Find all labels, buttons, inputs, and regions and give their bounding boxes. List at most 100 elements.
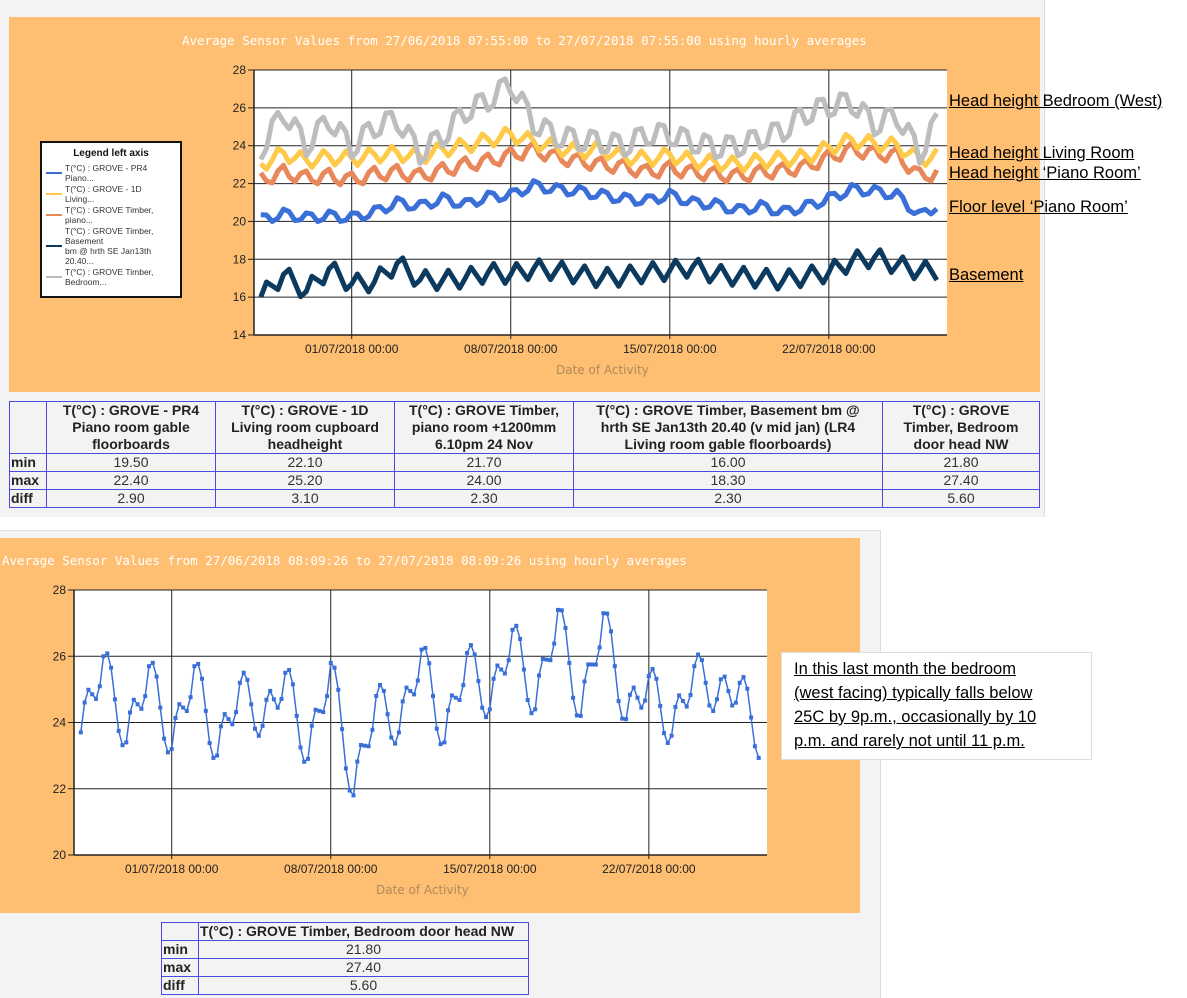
table-cell: 18.30 [573,471,883,490]
bottom-chart-plot: 20 22 24 26 28 01/07/2018 00:00 08/07/2018 00:… [53,583,767,876]
x-tick-label: 08/07/2018 00:00 [464,342,558,356]
table-cell: 16.00 [573,453,883,472]
table-row: min 21.80 [161,940,529,959]
table-cell: 27.40 [198,958,529,977]
y-tick-label: 28 [233,63,247,77]
x-tick-label: 01/07/2018 00:00 [125,862,219,876]
column-header: T(°C) : GROVE Timber, Bedroom door head … [198,922,529,941]
y-tick-label: 24 [53,716,67,730]
annotation-piano-room-head: Head height ‘Piano Room’ [949,164,1141,182]
top-chart-legend: Legend left axis T(°C) : GROVE - PR4 Pia… [40,141,182,298]
row-label-max: max [161,958,199,977]
x-tick-label: 22/07/2018 00:00 [782,342,876,356]
bottom-chart-title: Average Sensor Values from 27/06/2018 08… [2,553,687,568]
x-tick-label: 01/07/2018 00:00 [305,342,399,356]
annotation-living-room: Head height Living Room [949,144,1135,162]
y-tick-label: 24 [233,139,247,153]
y-tick-label: 26 [233,101,247,115]
annotation-piano-room-floor: Floor level ‘Piano Room’ [949,198,1128,216]
y-tick-label: 28 [53,583,67,597]
table-corner-cell [9,401,47,454]
series-line [260,178,939,224]
annotation-note: In this last month the bedroom (west fac… [781,652,1092,760]
series-line [258,140,940,188]
series-line [258,247,939,300]
legend-line-icon [46,276,62,278]
legend-item-1d-living[interactable]: T(°C) : GROVE - 1D Living... [46,184,176,204]
column-header: T(°C) : GROVE Timber, Basement bm @ hrth … [573,401,883,454]
table-row: min 19.50 22.10 21.70 16.00 21.80 [9,453,1040,472]
legend-item-label: T(°C) : GROVE Timber, Basement bm @ hrth… [65,226,154,266]
table-cell: 2.30 [573,489,883,508]
table-row: diff 5.60 [161,976,529,995]
y-tick-label: 16 [233,290,247,304]
x-tick-label: 15/07/2018 00:00 [443,862,537,876]
table-cell: 22.40 [46,471,216,490]
row-label-min: min [161,940,199,959]
y-tick-label: 20 [233,214,247,228]
note-line: p.m. and rarely not until 11 p.m. [794,732,1025,750]
note-line: (west facing) typically falls below [794,684,1033,702]
note-line: In this last month the bedroom [794,660,1016,678]
legend-line-icon [46,214,62,216]
y-tick-label: 14 [233,328,247,342]
legend-item-label: T(°C) : GROVE - PR4 Piano... [65,163,148,183]
table-cell: 2.30 [394,489,574,508]
bottom-chart-x-axis-label: Date of Activity [376,883,469,897]
table-row: max 27.40 [161,958,529,977]
x-tick-label: 22/07/2018 00:00 [602,862,696,876]
x-tick-label: 15/07/2018 00:00 [623,342,717,356]
table-row: max 22.40 25.20 24.00 18.30 27.40 [9,471,1040,490]
table-cell: 3.10 [215,489,395,508]
bottom-stats-table: T(°C) : GROVE Timber, Bedroom door head … [161,922,529,995]
row-label-max: max [9,471,47,490]
table-header-row: T(°C) : GROVE - PR4 Piano room gable floor… [9,401,1040,454]
series-line [258,76,939,166]
legend-line-icon [46,245,62,247]
table-cell: 21.70 [394,453,574,472]
legend-item-label: T(°C) : GROVE Timber, piano... [65,205,154,225]
annotation-bedroom-west: Head height Bedroom (West) [949,92,1163,110]
top-chart-x-axis-label: Date of Activity [556,363,649,377]
top-stats-table: T(°C) : GROVE - PR4 Piano room gable floor… [9,401,1040,508]
x-tick-label: 08/07/2018 00:00 [284,862,378,876]
column-header: T(°C) : GROVE - 1D Living room cupboard he… [215,401,395,454]
y-tick-label: 18 [233,252,247,266]
y-tick-label: 22 [233,177,247,191]
column-header: T(°C) : GROVE Timber, piano room +1200mm 6… [394,401,574,454]
row-label-diff: diff [161,976,199,995]
table-cell: 5.60 [198,976,529,995]
table-header-row: T(°C) : GROVE Timber, Bedroom door head … [161,922,529,941]
table-cell: 22.10 [215,453,395,472]
legend-line-icon [46,172,62,174]
legend-item-timber-piano[interactable]: T(°C) : GROVE Timber, piano... [46,205,176,225]
column-header: T(°C) : GROVE Timber, Bedroom door head NW [882,401,1040,454]
series-line [80,609,760,797]
column-header: T(°C) : GROVE - PR4 Piano room gable floor… [46,401,216,454]
y-tick-label: 20 [53,848,67,862]
legend-item-pr4-piano[interactable]: T(°C) : GROVE - PR4 Piano... [46,163,176,183]
note-line: 25C by 9p.m., occasionally by 10 [794,708,1037,726]
legend-item-timber-bedroom[interactable]: T(°C) : GROVE Timber, Bedroom... [46,267,176,287]
legend-title: Legend left axis [73,148,149,159]
legend-line-icon [46,193,62,195]
legend-item-timber-basement[interactable]: T(°C) : GROVE Timber, Basement bm @ hrth… [46,226,176,266]
y-tick-label: 26 [53,649,67,663]
legend-item-label: T(°C) : GROVE Timber, Bedroom... [65,267,154,287]
legend-item-label: T(°C) : GROVE - 1D Living... [65,184,142,204]
top-chart-plot: 14 16 18 20 22 24 26 28 01/07/2018 00:00 08/07/20… [233,63,947,356]
table-row: diff 2.90 3.10 2.30 2.30 5.60 [9,489,1040,508]
table-cell: 19.50 [46,453,216,472]
table-cell: 21.80 [882,453,1040,472]
table-corner-cell [161,922,199,941]
row-label-min: min [9,453,47,472]
table-cell: 5.60 [882,489,1040,508]
table-cell: 24.00 [394,471,574,490]
table-cell: 25.20 [215,471,395,490]
plot-area [254,70,947,335]
top-chart-title: Average Sensor Values from 27/06/2018 07… [182,33,867,48]
annotation-basement: Basement [949,266,1024,284]
y-tick-label: 22 [53,782,67,796]
table-cell: 21.80 [198,940,529,959]
row-label-diff: diff [9,489,47,508]
